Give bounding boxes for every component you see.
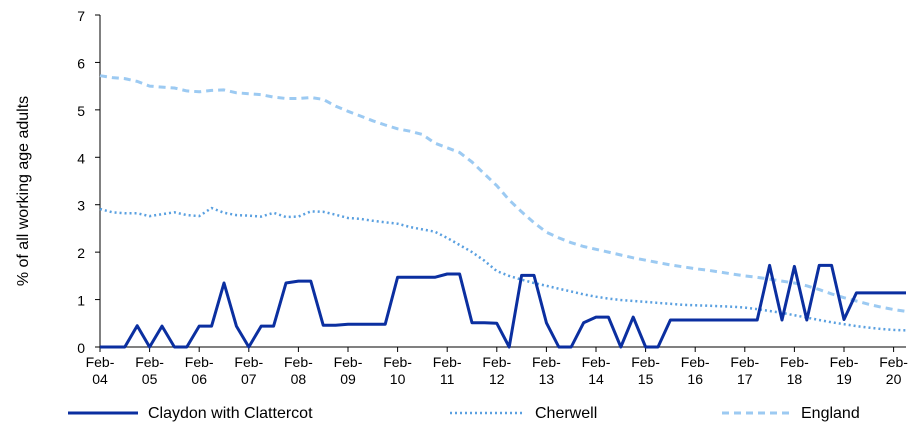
x-tick-label-top: Feb-	[631, 354, 660, 370]
x-tick-label-top: Feb-	[185, 354, 214, 370]
x-tick-label-top: Feb-	[532, 354, 561, 370]
legend-label: Claydon with Clattercot	[148, 405, 313, 422]
x-tick-label-top: Feb-	[383, 354, 412, 370]
x-tick-label-top: Feb-	[334, 354, 363, 370]
x-tick-label-bottom: 04	[92, 371, 108, 387]
y-axis-title: % of all working age adults	[15, 96, 32, 286]
series-line-claydon-with-clattercot	[100, 263, 906, 349]
x-tick-label-bottom: 19	[836, 371, 852, 387]
x-tick-label-top: Feb-	[582, 354, 611, 370]
x-tick-label-bottom: 14	[588, 371, 604, 387]
series-lines	[99, 74, 907, 349]
x-tick-label-bottom: 07	[241, 371, 257, 387]
y-tick-label: 1	[77, 293, 85, 309]
x-tick-label-bottom: 16	[687, 371, 703, 387]
y-tick-label: 2	[77, 245, 85, 261]
y-tick-label: 7	[77, 8, 85, 24]
legend-label: Cherwell	[535, 405, 597, 422]
x-tick-label-top: Feb-	[830, 354, 859, 370]
x-tick-label-top: Feb-	[879, 354, 908, 370]
x-tick-label-bottom: 10	[390, 371, 406, 387]
x-tick-label-top: Feb-	[135, 354, 164, 370]
x-tick-label-bottom: 08	[291, 371, 307, 387]
y-tick-label: 4	[77, 150, 85, 166]
y-tick-label: 5	[77, 103, 85, 119]
legend: Claydon with Clattercot Cherwell England	[68, 405, 860, 422]
series-line-cherwell	[99, 206, 907, 332]
x-tick-label-top: Feb-	[284, 354, 313, 370]
x-tick-label-bottom: 13	[539, 371, 555, 387]
y-tick-label: 3	[77, 198, 85, 214]
x-tick-label-bottom: 09	[340, 371, 356, 387]
y-tick-label: 0	[77, 340, 85, 356]
x-tick-label-top: Feb-	[234, 354, 263, 370]
x-tick-label-bottom: 05	[142, 371, 158, 387]
y-tick-label: 6	[77, 55, 85, 71]
y-axis: 0 1 2 3 4 5 6 7	[77, 8, 101, 356]
x-tick-label-top: Feb-	[780, 354, 809, 370]
x-tick-label-bottom: 15	[638, 371, 654, 387]
x-tick-label-top: Feb-	[86, 354, 115, 370]
x-tick-label-bottom: 20	[886, 371, 902, 387]
x-tick-label-bottom: 06	[191, 371, 207, 387]
x-tick-label-top: Feb-	[433, 354, 462, 370]
x-tick-label-bottom: 18	[787, 371, 803, 387]
x-axis: Feb-04Feb-05Feb-06Feb-07Feb-08Feb-09Feb-…	[86, 346, 908, 387]
series-line-england	[99, 74, 907, 313]
x-tick-label-top: Feb-	[730, 354, 759, 370]
x-tick-label-bottom: 17	[737, 371, 753, 387]
x-tick-label-top: Feb-	[482, 354, 511, 370]
x-tick-label-bottom: 11	[440, 371, 455, 387]
x-tick-label-bottom: 12	[489, 371, 505, 387]
legend-label: England	[801, 405, 860, 422]
x-tick-label-top: Feb-	[681, 354, 710, 370]
